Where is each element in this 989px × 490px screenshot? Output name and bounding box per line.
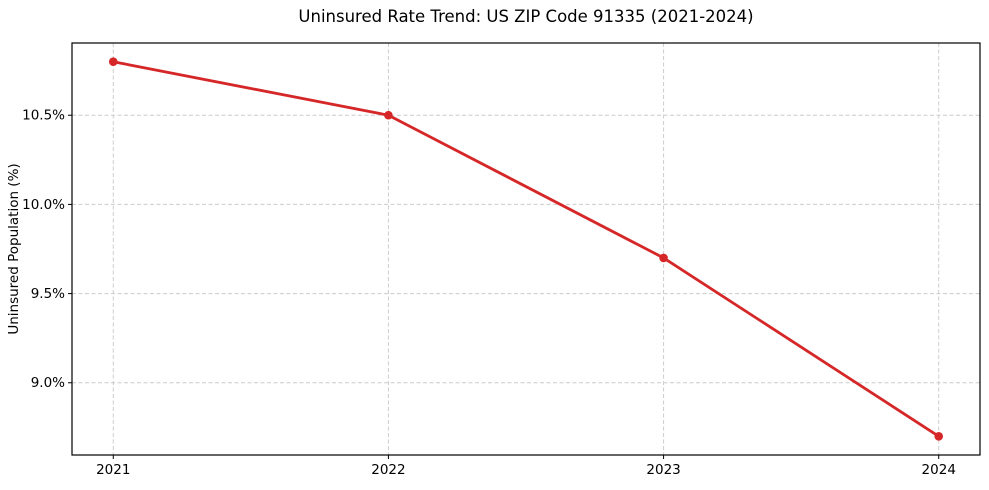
x-tick-label: 2023 [646,462,680,478]
axes-box [71,42,981,456]
x-tick-label: 2021 [96,462,130,478]
y-tick-label: 9.0% [31,375,65,391]
trend-line [113,60,940,438]
data-point [659,253,668,263]
x-tick-label: 2022 [371,462,405,478]
y-tick-label: 9.5% [31,286,65,302]
y-tick-label: 10.5% [22,108,65,124]
chart-title: Uninsured Rate Trend: US ZIP Code 91335 … [298,7,754,26]
data-point [108,57,118,67]
data-point [384,110,393,120]
x-tick-label: 2024 [922,462,956,478]
data-point [934,431,944,441]
y-tick-label: 10.0% [22,197,65,213]
